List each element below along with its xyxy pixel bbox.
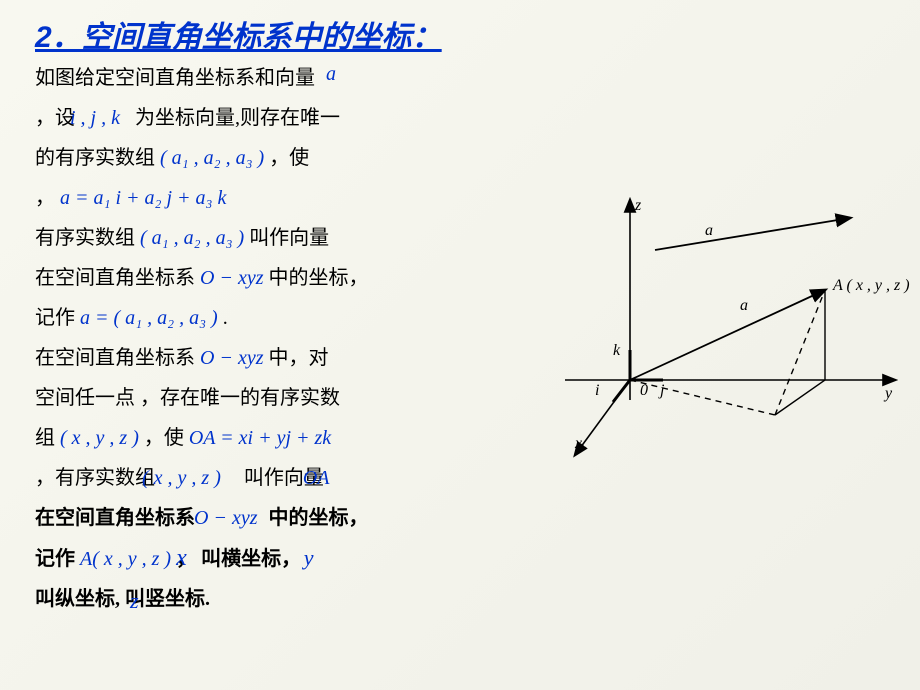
text: 如图给定空间直角坐标系和向量 <box>35 67 315 89</box>
tuple-a2: ( a₁ , a₂ , a₃ ) <box>140 227 244 249</box>
text: 叫作向量 <box>249 227 329 249</box>
text: ，使 <box>269 147 309 169</box>
unit-i <box>613 380 630 402</box>
text: . <box>223 307 228 329</box>
label-A: A ( x , y , z ) <box>832 277 910 294</box>
oxyz2: O − xyz <box>200 347 263 369</box>
equation-a: a = a₁ i + a₂ j + a₃ k <box>60 187 226 209</box>
label-a1: a <box>705 222 713 239</box>
label-a2: a <box>740 297 748 314</box>
text: 中的坐标， <box>268 507 368 529</box>
label-j: j <box>658 382 665 399</box>
proj-1 <box>775 380 825 415</box>
text: 为坐标向量,则存在唯一 <box>135 107 340 129</box>
text: 空间任一点 ，存在唯一的有序实数 <box>35 387 340 409</box>
text: 中，对 <box>268 347 328 369</box>
x-label: x <box>176 545 187 571</box>
vector-a-pos <box>630 290 825 380</box>
text: 在空间直角坐标系 <box>35 507 195 529</box>
coordinate-diagram: z y x 0 i j k a a A ( x , y , z ) <box>545 190 910 470</box>
oxyz3: O − xyz <box>194 507 257 529</box>
eq-oa: OA = xi + yj + zk <box>189 427 331 449</box>
text: 有序实数组 <box>35 227 135 249</box>
text: 组 <box>35 427 60 449</box>
xyz-tuple2: ( x , y , z ) <box>142 467 221 489</box>
body-text: 如图给定空间直角坐标系和向量 a ，设 i , j , k 为坐标向量,则存在唯… <box>35 58 525 619</box>
text: 在空间直角坐标系 <box>35 267 200 289</box>
a-xyz: A( x , y , z ) <box>80 548 171 570</box>
text: ， 叫横坐标， <box>176 548 301 570</box>
text: ，有序实数组 <box>35 467 155 489</box>
text: 中的坐标， <box>268 267 368 289</box>
text: ，设 <box>35 107 75 129</box>
xyz-tuple: ( x , y , z ) <box>60 427 139 449</box>
section-title: 2．空间直角坐标系中的坐标： <box>35 12 442 56</box>
label-o: 0 <box>640 382 648 399</box>
label-k: k <box>613 342 621 359</box>
label-z: z <box>634 197 642 214</box>
oxyz: O − xyz <box>200 267 263 289</box>
text: 的有序实数组 <box>35 147 155 169</box>
text: 记作 <box>35 307 80 329</box>
z-label: z <box>130 581 139 621</box>
vector-a-free <box>655 218 850 250</box>
basis-ijk: i , j , k <box>70 107 120 129</box>
vector-a: a <box>326 63 336 85</box>
text: 记作 <box>35 548 80 570</box>
vec-oa: OA <box>303 467 330 489</box>
text: 叫纵坐标, 叫竖坐标. <box>35 588 210 610</box>
text: ，使 <box>144 427 189 449</box>
text: ， <box>35 187 55 209</box>
dash-1 <box>630 380 775 415</box>
eq-a-tuple: a = ( a₁ , a₂ , a₃ ) <box>80 307 218 329</box>
tuple-a: ( a₁ , a₂ , a₃ ) <box>160 147 264 169</box>
y-label: y <box>304 545 314 570</box>
label-x: x <box>574 435 582 452</box>
label-i: i <box>595 382 599 399</box>
label-y: y <box>883 385 893 402</box>
text: 在空间直角坐标系 <box>35 347 200 369</box>
